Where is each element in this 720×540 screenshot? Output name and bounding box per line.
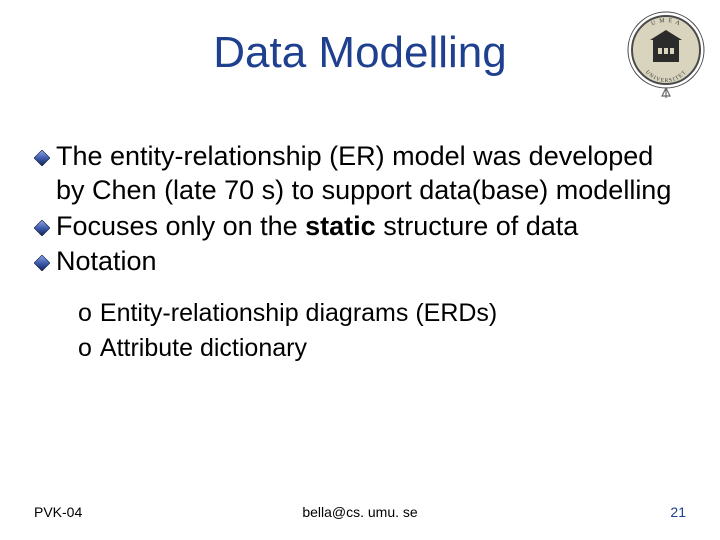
bullet-text-post: structure of data [376, 211, 579, 241]
diamond-bullet-icon [34, 220, 50, 236]
sub-bullet-item: o Attribute dictionary [78, 332, 680, 365]
diamond-bullet-icon [34, 150, 50, 166]
sub-bullet-marker: o [78, 332, 92, 365]
footer-center: bella@cs. umu. se [34, 504, 686, 520]
sub-bullet-text: Attribute dictionary [100, 332, 307, 365]
footer: PVK-04 bella@cs. umu. se 21 [34, 504, 686, 520]
bullet-text-pre: Focuses only on the [56, 211, 305, 241]
bullet-item: Focuses only on the static structure of … [34, 210, 680, 244]
sub-bullet-marker: o [78, 297, 92, 330]
bullet-text: Notation [56, 245, 157, 279]
diamond-bullet-icon [34, 255, 50, 271]
slide: U M E A UNIVERSITET Data Modelling [0, 0, 720, 540]
bullet-item: The entity-relationship (ER) model was d… [34, 140, 680, 208]
bullet-text-bold: static [305, 211, 376, 241]
bullet-item: Notation [34, 245, 680, 279]
sub-bullet-text: Entity-relationship diagrams (ERDs) [100, 297, 497, 330]
content-area: The entity-relationship (ER) model was d… [34, 140, 680, 366]
slide-title: Data Modelling [0, 28, 720, 78]
sub-bullet-item: o Entity-relationship diagrams (ERDs) [78, 297, 680, 330]
bullet-text: The entity-relationship (ER) model was d… [56, 140, 680, 208]
slide-number: 21 [670, 504, 686, 520]
bullet-text: Focuses only on the static structure of … [56, 210, 578, 244]
title-text: Data Modelling [213, 28, 507, 77]
sub-bullet-list: o Entity-relationship diagrams (ERDs) o … [78, 297, 680, 364]
